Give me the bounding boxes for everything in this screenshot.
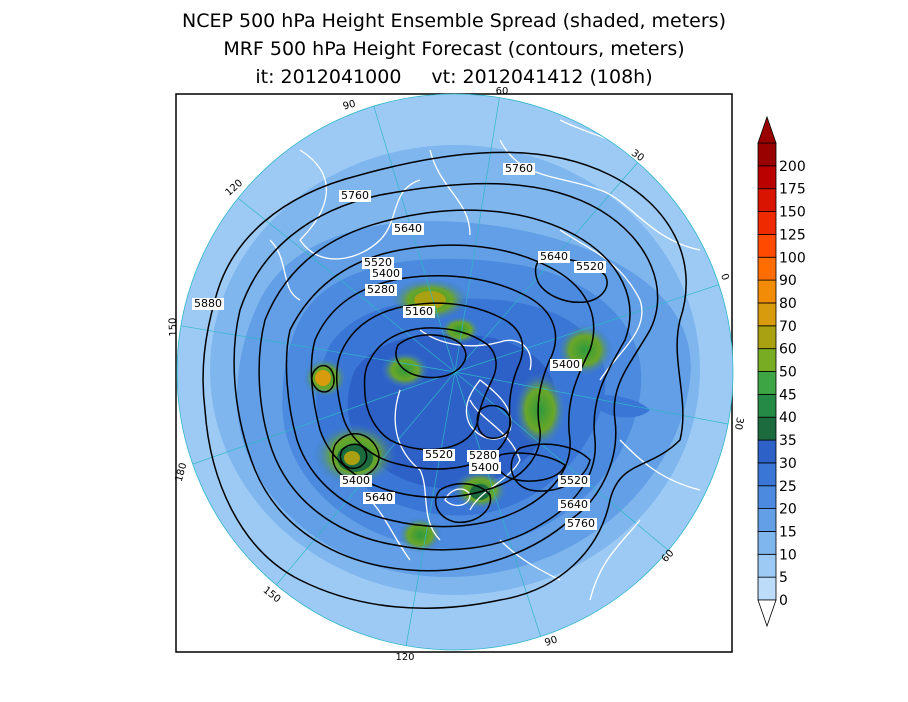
contour-label: 5520: [364, 256, 392, 269]
colorbar-swatch: [757, 302, 777, 327]
valid-time-label: vt: 2012041412 (108h): [431, 66, 653, 88]
contour-label-bg: [558, 475, 590, 487]
contour-label: 5640: [394, 222, 422, 235]
contour-label-bg: [558, 499, 590, 511]
contour-label: 5280: [469, 449, 497, 462]
longitude-label: 60: [496, 86, 509, 97]
contour-label: 5760: [505, 162, 533, 175]
colorbar-tick-label: 80: [779, 296, 797, 312]
contour-label-bg: [550, 359, 582, 371]
contour-label-bg: [363, 492, 395, 504]
contour-label-bg: [192, 298, 224, 310]
colorbar-swatch: [757, 553, 777, 578]
colorbar-tick-label: 125: [779, 227, 806, 243]
colorbar-tick-label: 25: [779, 479, 797, 495]
colorbar-max-arrow: [757, 115, 777, 144]
colorbar-tick-label: 50: [779, 365, 797, 381]
contour-label: 5760: [341, 189, 369, 202]
colorbar-tick-label: 90: [779, 273, 797, 289]
longitude-label: 150: [168, 317, 180, 336]
colorbar-tick-label: 200: [779, 159, 806, 175]
longitude-label: 0: [718, 272, 731, 282]
colorbar-tick-label: 30: [779, 456, 797, 472]
contour-label-bg: [370, 268, 402, 280]
longitude-label: 90: [543, 634, 559, 648]
longitude-label: 90: [342, 99, 357, 113]
colorbar-swatch: [757, 416, 777, 441]
longitude-label: 180: [174, 462, 190, 483]
contour-label-bg: [538, 251, 570, 263]
colorbar-swatch: [757, 576, 777, 601]
contour-label-bg: [565, 518, 597, 530]
contour-label: 5400: [552, 358, 580, 371]
colorbar-swatch: [757, 188, 777, 212]
colorbar-tick-label: 60: [779, 342, 797, 358]
colorbar-swatch: [757, 371, 777, 395]
colorbar-swatch: [757, 256, 777, 281]
colorbar-tick-label: 150: [779, 205, 806, 221]
colorbar-swatch: [757, 508, 777, 532]
colorbar-tick-label: 35: [779, 433, 797, 449]
longitude-label: 120: [395, 652, 414, 663]
contour-label: 5400: [471, 461, 499, 474]
colorbar-swatch: [757, 325, 777, 350]
colorbar-tick-label: 175: [779, 182, 806, 198]
colorbar-tick-label: 70: [779, 319, 797, 335]
contour-label: 5520: [560, 474, 588, 487]
contour-label-bg: [403, 306, 435, 318]
colorbar-swatch: [757, 142, 777, 167]
colorbar-tick-label: 40: [779, 410, 797, 426]
colorbar-tick-label: 45: [779, 387, 797, 403]
longitude-label: 30: [732, 416, 745, 430]
contour-label-bg: [362, 257, 394, 269]
contour-label: 5400: [342, 474, 370, 487]
contour-label: 5160: [405, 305, 433, 318]
colorbar-tick-label: 5: [779, 570, 788, 586]
colorbar-tick-label: 10: [779, 547, 797, 563]
colorbar-tick-label: 100: [779, 250, 806, 266]
contour-label: 5640: [365, 491, 393, 504]
contour-label-bg: [574, 261, 606, 273]
contour-label: 5640: [560, 498, 588, 511]
height-contours: [202, 151, 687, 609]
colorbar-swatch: [757, 462, 777, 487]
map-disk-outline: [176, 93, 734, 651]
colorbar-swatch: [757, 531, 777, 555]
contour-label: 5640: [540, 250, 568, 263]
colorbar-swatch: [757, 439, 777, 464]
title-line-2: MRF 500 hPa Height Forecast (contours, m…: [223, 38, 685, 60]
contour-label: 5280: [367, 283, 395, 296]
contour-label: 5760: [567, 517, 595, 530]
colorbar-swatch: [757, 279, 777, 304]
colorbar-min-arrow: [757, 599, 777, 628]
colorbar-swatch: [757, 211, 777, 235]
title-line-1: NCEP 500 hPa Height Ensemble Spread (sha…: [182, 10, 726, 32]
colorbar-swatch: [757, 393, 777, 418]
colorbar-swatch: [757, 165, 777, 190]
contour-label-bg: [392, 223, 424, 235]
contour-label: 5520: [576, 260, 604, 273]
contour-label: 5520: [425, 448, 453, 461]
contour-label: 5400: [372, 267, 400, 280]
colorbar-swatch: [757, 233, 777, 258]
contour-label-bg: [339, 190, 371, 202]
colorbar-tick-label: 20: [779, 502, 797, 518]
contour-label-bg: [423, 449, 455, 461]
contour-label-bg: [503, 163, 535, 175]
contour-label-bg: [340, 475, 372, 487]
colorbar-tick-label: 0: [779, 593, 788, 609]
contour-label-bg: [467, 450, 499, 462]
contour-label: 5880: [194, 297, 222, 310]
colorbar-tick-label: 15: [779, 524, 797, 540]
contour-label-bg: [365, 284, 397, 296]
colorbar-swatch: [757, 348, 777, 372]
title-line-3: it: 2012041000 vt: 2012041412 (108h): [0, 68, 908, 87]
meridians: [177, 94, 733, 650]
colorbar-swatch: [757, 485, 777, 510]
init-time-label: it: 2012041000: [255, 66, 402, 88]
contour-label-bg: [469, 462, 501, 474]
